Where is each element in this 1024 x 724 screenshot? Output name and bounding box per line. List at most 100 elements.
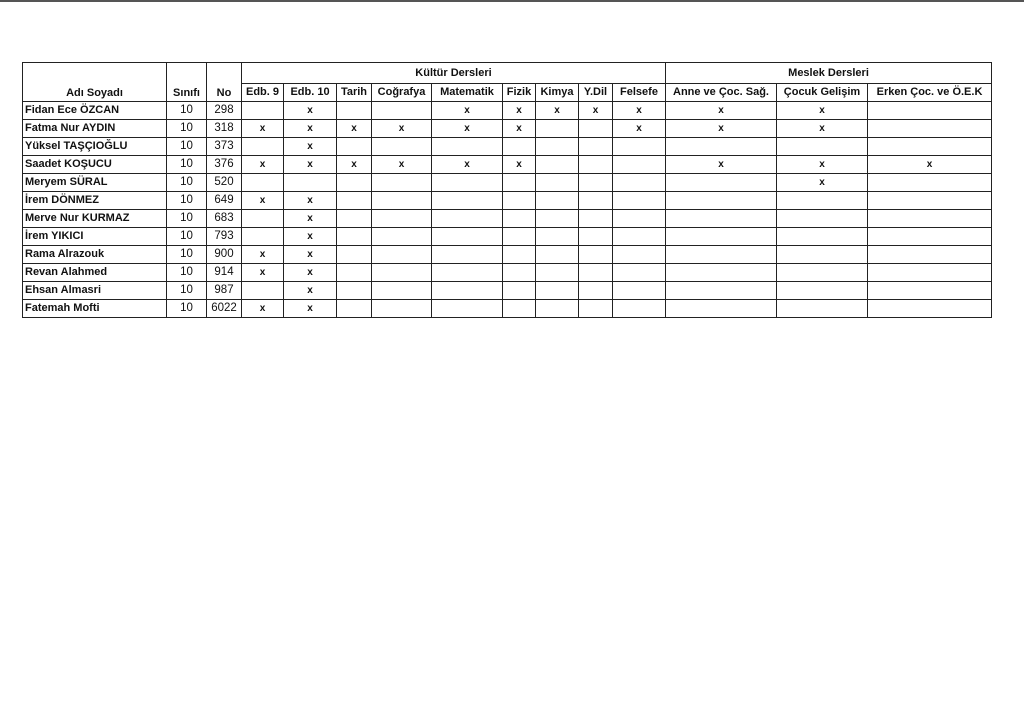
subject-mark (612, 263, 666, 282)
subject-mark (502, 263, 536, 282)
subject-mark (371, 137, 432, 156)
table-row: İrem DÖNMEZ 10 649 x x (22, 191, 993, 210)
subject-mark (241, 209, 284, 228)
subject-mark (612, 191, 666, 210)
subject-mark (336, 281, 372, 300)
student-no: 6022 (206, 299, 242, 318)
subject-mark (578, 263, 613, 282)
subject-mark (241, 227, 284, 246)
subject-mark: x (283, 119, 337, 138)
student-name: Merve Nur KURMAZ (22, 209, 167, 228)
subject-mark: x (283, 299, 337, 318)
subject-mark (336, 263, 372, 282)
subject-mark (535, 155, 579, 174)
subject-mark (535, 281, 579, 300)
table-row: Revan Alahmed 10 914 x x (22, 263, 993, 282)
subject-mark: x (241, 119, 284, 138)
subject-mark (336, 101, 372, 120)
subject-header: Tarih (336, 83, 372, 102)
subject-mark (578, 119, 613, 138)
student-class: 10 (166, 209, 207, 228)
student-class: 10 (166, 263, 207, 282)
subject-header: Y.Dil (578, 83, 613, 102)
student-class: 10 (166, 245, 207, 264)
subject-mark (578, 281, 613, 300)
class-header-top (166, 62, 207, 84)
subject-header: Coğrafya (371, 83, 432, 102)
subject-mark (578, 209, 613, 228)
student-class: 10 (166, 191, 207, 210)
student-name: Yüksel TAŞÇIOĞLU (22, 137, 167, 156)
subject-mark (502, 281, 536, 300)
table-row: Yüksel TAŞÇIOĞLU 10 373 x (22, 137, 993, 156)
subject-mark (535, 227, 579, 246)
subject-mark (665, 173, 777, 192)
subject-mark (535, 209, 579, 228)
subject-mark (502, 137, 536, 156)
subject-mark (866, 227, 993, 246)
subject-mark (371, 227, 432, 246)
subject-mark (612, 299, 666, 318)
subject-mark (431, 227, 503, 246)
subject-header: Fizik (502, 83, 536, 102)
student-no: 373 (206, 137, 242, 156)
table-row: Saadet KOŞUCU 10 376 x x x x x x x x x (22, 155, 993, 174)
no-header: No (206, 83, 242, 102)
subject-mark (578, 245, 613, 264)
subject-mark: x (665, 155, 777, 174)
subject-mark (866, 101, 993, 120)
subject-mark (241, 137, 284, 156)
subject-mark (665, 209, 777, 228)
student-no: 649 (206, 191, 242, 210)
subject-mark: x (283, 263, 337, 282)
subject-header: Çocuk Gelişim (776, 83, 868, 102)
subject-mark: x (578, 101, 613, 120)
subject-mark (776, 281, 868, 300)
vocational-group-header: Meslek Dersleri (664, 62, 993, 84)
subject-header: Edb. 10 (283, 83, 337, 102)
table-row: Fidan Ece ÖZCAN 10 298 x x x x x x x x (22, 101, 993, 120)
subject-mark: x (283, 137, 337, 156)
subject-header: Edb. 9 (241, 83, 284, 102)
subject-mark (502, 191, 536, 210)
subject-mark: x (776, 173, 868, 192)
subject-mark: x (283, 209, 337, 228)
student-name: Fidan Ece ÖZCAN (22, 101, 167, 120)
subject-mark (283, 173, 337, 192)
subject-mark (535, 299, 579, 318)
student-class: 10 (166, 281, 207, 300)
table-row: Fatemah Mofti 10 6022 x x (22, 299, 993, 318)
subject-mark: x (283, 227, 337, 246)
student-no: 793 (206, 227, 242, 246)
subject-mark (578, 155, 613, 174)
subject-mark: x (776, 155, 868, 174)
subject-mark (776, 299, 868, 318)
subject-mark (866, 209, 993, 228)
name-header-top (22, 62, 167, 84)
student-class: 10 (166, 101, 207, 120)
student-no: 520 (206, 173, 242, 192)
subject-mark (241, 101, 284, 120)
subject-mark (535, 137, 579, 156)
subject-mark: x (502, 119, 536, 138)
subject-mark (371, 299, 432, 318)
student-no: 914 (206, 263, 242, 282)
student-name: Ehsan Almasri (22, 281, 167, 300)
subject-mark (431, 299, 503, 318)
subject-header: Anne ve Çoc. Sağ. (665, 83, 777, 102)
subject-mark (371, 173, 432, 192)
subject-mark (535, 191, 579, 210)
subject-mark: x (431, 119, 503, 138)
student-class: 10 (166, 155, 207, 174)
student-class: 10 (166, 299, 207, 318)
student-name: Saadet KOŞUCU (22, 155, 167, 174)
table-row: Rama Alrazouk 10 900 x x (22, 245, 993, 264)
subject-mark (431, 191, 503, 210)
student-no: 987 (206, 281, 242, 300)
subject-mark (431, 245, 503, 264)
subject-mark (336, 173, 372, 192)
subject-mark: x (241, 299, 284, 318)
subject-mark: x (431, 155, 503, 174)
subject-mark (665, 299, 777, 318)
subject-mark (665, 191, 777, 210)
